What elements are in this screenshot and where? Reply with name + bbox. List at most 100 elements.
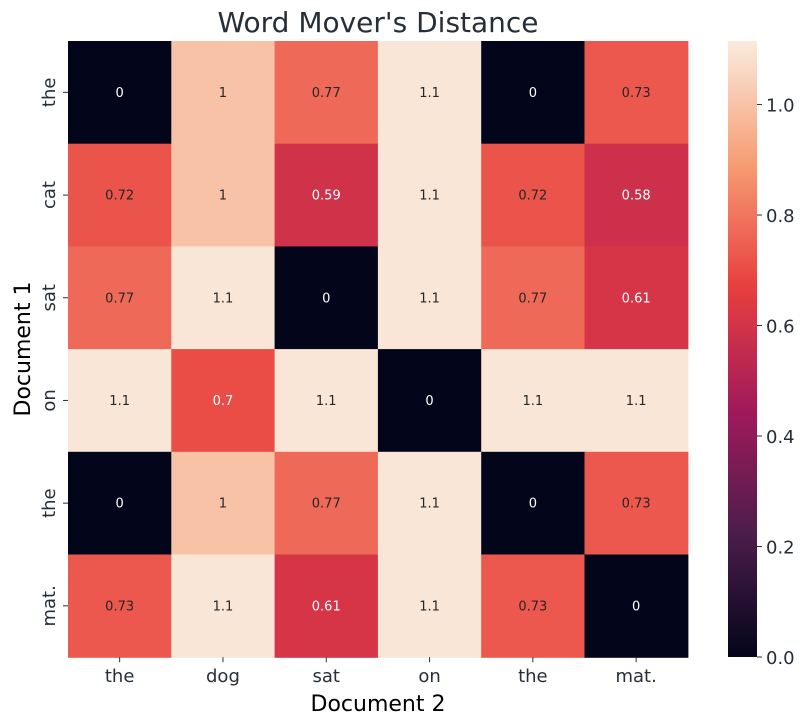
cell-annotation-1-1: 1 — [219, 189, 227, 204]
y-tick-label: the — [39, 78, 60, 108]
cell-annotations: 0 1 0.77 1.1 0 0.73 0.72 1 0.59 1.1 0.72 0.58 0.77 1.… — [105, 86, 651, 614]
cell-annotation-0-0: 0 — [116, 86, 124, 101]
heatmap-cell-2-3 — [377, 246, 482, 350]
heatmap-cell-4-4 — [481, 451, 586, 556]
heatmap-cell-0-4 — [481, 41, 586, 145]
y-tick-label: sat — [39, 284, 60, 311]
y-tick-label: the — [39, 488, 60, 518]
heatmap-cell-1-5 — [584, 143, 689, 247]
y-tick-label: cat — [39, 181, 60, 209]
heatmap-cell-0-5 — [584, 41, 689, 145]
colorbar-tick-label: 0.0 — [766, 648, 795, 669]
cell-annotation-2-4: 0.77 — [518, 291, 547, 306]
y-axis-label: Document 1 — [11, 282, 36, 417]
y-tick-label: on — [39, 389, 60, 411]
cell-annotation-3-1: 0.7 — [213, 394, 234, 409]
heatmap-cell-2-4 — [481, 246, 586, 350]
heatmap-cell-2-5 — [584, 246, 689, 350]
heatmap-cell-0-0 — [68, 41, 172, 145]
heatmap-cell-2-0 — [68, 246, 172, 350]
colorbar-tick-label: 0.8 — [766, 206, 795, 227]
cell-annotation-1-2: 0.59 — [312, 189, 341, 204]
heatmap-cell-3-1 — [171, 349, 276, 453]
cell-annotation-5-2: 0.61 — [312, 599, 341, 614]
heatmap-cell-1-1 — [171, 143, 276, 247]
cell-annotation-2-2: 0 — [322, 291, 330, 306]
cell-annotation-1-5: 0.58 — [622, 189, 651, 204]
cell-annotation-2-1: 1.1 — [213, 291, 234, 306]
cell-annotation-5-5: 0 — [632, 599, 640, 614]
x-tick-label: the — [105, 666, 135, 687]
heatmap-cell-5-5 — [584, 554, 689, 658]
heatmap-cell-0-2 — [274, 41, 379, 145]
heatmap-cell-4-5 — [584, 451, 689, 556]
heatmap-cell-5-3 — [377, 554, 482, 658]
x-tick-label: dog — [206, 666, 240, 687]
heatmap-cell-3-2 — [274, 349, 379, 453]
colorbar-tick-label: 0.2 — [766, 538, 795, 559]
cell-annotation-5-1: 1.1 — [213, 599, 234, 614]
cell-annotation-4-3: 1.1 — [419, 497, 440, 512]
cell-annotation-3-3: 0 — [425, 394, 433, 409]
heatmap-cell-2-2 — [274, 246, 379, 350]
cell-annotation-4-0: 0 — [116, 497, 124, 512]
cell-annotation-5-4: 0.73 — [518, 599, 547, 614]
cell-annotation-4-2: 0.77 — [312, 497, 341, 512]
heatmap-cell-3-5 — [584, 349, 689, 453]
cell-annotation-4-4: 0 — [529, 497, 537, 512]
y-tick-label: mat. — [39, 585, 60, 626]
cell-annotation-2-3: 1.1 — [419, 291, 440, 306]
cell-annotation-2-0: 0.77 — [105, 291, 134, 306]
heatmap-cell-5-4 — [481, 554, 586, 658]
cell-annotation-0-3: 1.1 — [419, 86, 440, 101]
heatmap-cell-4-2 — [274, 451, 379, 556]
heatmap-cell-1-4 — [481, 143, 586, 247]
cell-annotation-5-0: 0.73 — [105, 599, 134, 614]
heatmap-cell-5-2 — [274, 554, 379, 658]
heatmap-cell-1-0 — [68, 143, 172, 247]
heatmap-cell-1-3 — [377, 143, 482, 247]
heatmap-cell-4-3 — [377, 451, 482, 556]
colorbar-tick-label: 0.4 — [766, 427, 795, 448]
cell-annotation-4-5: 0.73 — [622, 497, 651, 512]
x-tick-label: mat. — [615, 666, 656, 687]
y-axis-ticks: the cat sat on the mat. — [39, 78, 68, 627]
x-axis-ticks: the dog sat on the mat. — [105, 657, 657, 687]
x-tick-label: the — [518, 666, 548, 687]
heatmap-cells — [68, 41, 689, 658]
cell-annotation-3-5: 1.1 — [626, 394, 647, 409]
x-tick-label: on — [418, 666, 440, 687]
heatmap-cell-1-2 — [274, 143, 379, 247]
cell-annotation-4-1: 1 — [219, 497, 227, 512]
colorbar-tick-label: 1.0 — [766, 96, 795, 117]
colorbar — [728, 41, 757, 657]
heatmap-cell-3-0 — [68, 349, 172, 453]
colorbar-tick-label: 0.6 — [766, 317, 795, 338]
cell-annotation-0-5: 0.73 — [622, 86, 651, 101]
cell-annotation-0-2: 0.77 — [312, 86, 341, 101]
heatmap-cell-5-1 — [171, 554, 276, 658]
cell-annotation-1-3: 1.1 — [419, 189, 440, 204]
cell-annotation-3-4: 1.1 — [523, 394, 544, 409]
heatmap-cell-4-1 — [171, 451, 276, 556]
heatmap-cell-3-3 — [377, 349, 482, 453]
heatmap-cell-5-0 — [68, 554, 172, 658]
heatmap-cell-0-1 — [171, 41, 276, 145]
heatmap-cell-3-4 — [481, 349, 586, 453]
heatmap-cell-0-3 — [377, 41, 482, 145]
cell-annotation-3-2: 1.1 — [316, 394, 337, 409]
x-axis-label: Document 2 — [311, 692, 446, 717]
cell-annotation-1-4: 0.72 — [518, 189, 547, 204]
x-tick-label: sat — [313, 666, 340, 687]
chart-title: Word Mover's Distance — [217, 6, 538, 39]
colorbar-ticks: 0.0 0.2 0.4 0.6 0.8 1.0 — [757, 96, 795, 669]
cell-annotation-0-4: 0 — [529, 86, 537, 101]
cell-annotation-0-1: 1 — [219, 86, 227, 101]
cell-annotation-3-0: 1.1 — [109, 394, 130, 409]
cell-annotation-5-3: 1.1 — [419, 599, 440, 614]
heatmap-cell-2-1 — [171, 246, 276, 350]
heatmap-cell-4-0 — [68, 451, 172, 556]
cell-annotation-1-0: 0.72 — [105, 189, 134, 204]
cell-annotation-2-5: 0.61 — [622, 291, 651, 306]
